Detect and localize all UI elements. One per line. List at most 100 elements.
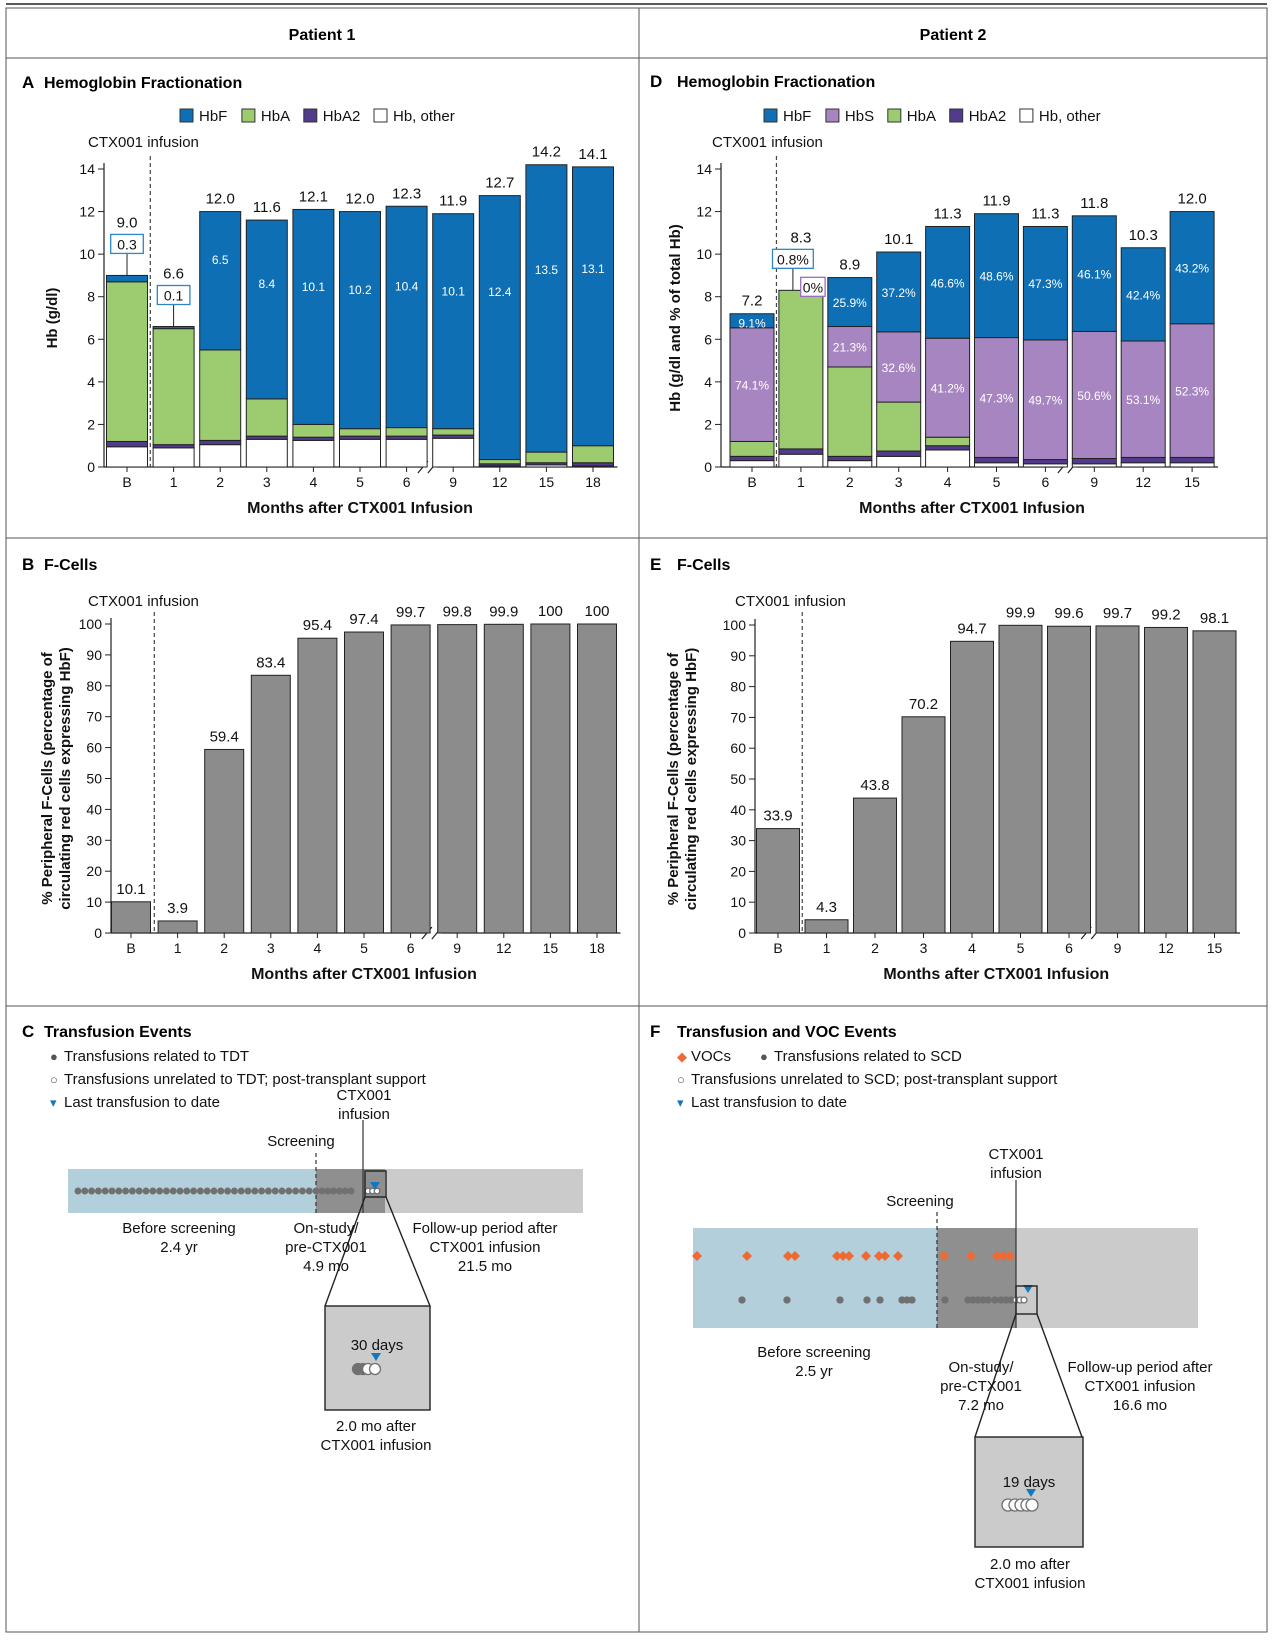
bar-hbf-label: 10.1 xyxy=(302,280,326,294)
legend-swatch-other xyxy=(373,108,388,123)
bar-segment-HbA2 xyxy=(1120,456,1166,464)
transfusion-dot xyxy=(341,1187,349,1195)
zoom-caption: CTX001 infusion xyxy=(321,1437,432,1454)
bar-hbf-label-box xyxy=(771,248,814,269)
bar-value-label: 10.1 xyxy=(116,881,145,898)
bar-segment-other xyxy=(245,438,288,468)
follow-up-band xyxy=(1016,1228,1198,1328)
bar-hbf-label: 9.1% xyxy=(738,317,766,331)
bar-segment-HbF xyxy=(199,211,242,351)
x-tick-label: 12 xyxy=(1135,474,1151,490)
panel-title: Transfusion Events xyxy=(44,1024,192,1041)
panel-c-heading: C Transfusion Events xyxy=(22,1022,192,1041)
bar-total-label: 11.6 xyxy=(253,199,281,216)
bar-total-label: 11.8 xyxy=(1080,195,1108,212)
bar-total-label: 9.0 xyxy=(117,214,138,231)
transfusion-dot xyxy=(237,1187,245,1195)
bar-segment-HbA xyxy=(292,423,335,438)
bar-segment-other xyxy=(152,447,195,468)
bar-hbf-label: 47.3% xyxy=(1028,277,1062,291)
bar-hbf-label: 8.4 xyxy=(258,277,275,291)
zoom-connector xyxy=(974,1313,1017,1438)
transfusion-dot xyxy=(783,1296,791,1304)
legend-swatch-HbA xyxy=(887,108,902,123)
follow-up-label: Follow-up period after xyxy=(1067,1359,1212,1376)
legend-symbol: ● xyxy=(50,1049,58,1064)
bar xyxy=(344,631,384,934)
bar-value-label: 59.4 xyxy=(210,728,239,745)
bar-segment-HbA2 xyxy=(827,455,873,462)
x-tick-label: 18 xyxy=(589,940,605,956)
y-tick-label: 6 xyxy=(704,331,712,347)
y-tick-label: 10 xyxy=(730,894,746,910)
zoom-connector xyxy=(1036,1313,1083,1438)
bar-value-label: 97.4 xyxy=(349,611,378,628)
bar-segment-HbA xyxy=(199,349,242,441)
transfusion-dot xyxy=(298,1187,306,1195)
bar xyxy=(483,623,524,934)
legend-swatch-other xyxy=(1019,108,1034,123)
bar-total-label: 12.7 xyxy=(485,175,514,192)
bar xyxy=(853,797,897,934)
panel-letter: F xyxy=(650,1022,660,1041)
voc-marker xyxy=(998,1251,1008,1261)
x-tick-label: 4 xyxy=(944,474,952,490)
bar-segment-HbS xyxy=(1022,339,1068,461)
bar-total-label: 11.3 xyxy=(934,205,962,222)
bar-segment-HbF xyxy=(1120,247,1166,342)
before-screening-label: Before screening xyxy=(122,1220,235,1237)
transfusion-dot xyxy=(312,1187,320,1195)
x-axis-title: Months after CTX001 Infusion xyxy=(883,966,1109,983)
infusion-label: CTX001 xyxy=(336,1087,391,1104)
x-tick-label: 5 xyxy=(360,940,368,956)
bar-segment-HbA2 xyxy=(199,439,242,446)
transfusion-dot xyxy=(863,1296,871,1304)
transfusion-dot xyxy=(836,1296,844,1304)
legend-symbol: ▾ xyxy=(50,1095,57,1110)
legend-label: Last transfusion to date xyxy=(64,1094,220,1111)
follow-up-label: CTX001 infusion xyxy=(1085,1378,1196,1395)
x-tick-label: 3 xyxy=(920,940,928,956)
bar-segment-HbF xyxy=(106,274,148,283)
y-axis-title: circulating red cells expressing HbF) xyxy=(683,648,700,911)
bar-value-label: 83.4 xyxy=(256,654,285,671)
bar-segment-HbA xyxy=(827,366,873,457)
voc-marker xyxy=(992,1251,1002,1261)
y-axis-title: Hb (g/dl and % of total Hb) xyxy=(667,224,684,411)
y-tick-label: 90 xyxy=(86,647,102,663)
bar-hbs-label: 0% xyxy=(803,279,823,295)
column-header-patient-2: Patient 2 xyxy=(920,27,987,44)
bar xyxy=(756,828,800,934)
transfusion-dot xyxy=(271,1187,279,1195)
before-screening-label: 2.4 yr xyxy=(160,1239,198,1256)
x-axis-title: Months after CTX001 Infusion xyxy=(859,500,1085,517)
transfusion-dot xyxy=(88,1187,96,1195)
bar xyxy=(297,637,338,934)
bar-hbf-label: 10.4 xyxy=(395,279,419,293)
zoom-last-transfusion-marker xyxy=(371,1353,381,1361)
bar-segment-HbS xyxy=(729,327,775,442)
panel-title: Hemoglobin Fractionation xyxy=(677,74,875,91)
on-study-label: pre-CTX001 xyxy=(285,1239,367,1256)
bar-segment-other xyxy=(432,437,475,468)
bar-segment-HbF xyxy=(1169,211,1215,325)
legend-symbol: ▾ xyxy=(677,1095,684,1110)
bar-segment-HbS xyxy=(1169,323,1215,458)
bar-segment-other xyxy=(827,460,873,468)
bar-hbf-label-box xyxy=(110,233,144,255)
y-tick-label: 10 xyxy=(696,246,712,262)
bar-hbf-label: 46.6% xyxy=(931,276,965,290)
voc-marker xyxy=(874,1251,884,1261)
screening-label: Screening xyxy=(886,1193,954,1210)
transfusion-open-dot xyxy=(373,1187,381,1195)
bar-hbf-label: 13.5 xyxy=(535,263,559,277)
bar xyxy=(1192,630,1237,934)
bar-segment-HbF xyxy=(478,195,521,461)
x-tick-label: 1 xyxy=(170,474,178,490)
y-tick-label: 0 xyxy=(704,459,712,475)
y-tick-label: 12 xyxy=(79,204,95,220)
infusion-label: infusion xyxy=(990,1165,1042,1182)
bar-hbf-label-box xyxy=(156,284,191,306)
transfusion-dot xyxy=(115,1187,123,1195)
